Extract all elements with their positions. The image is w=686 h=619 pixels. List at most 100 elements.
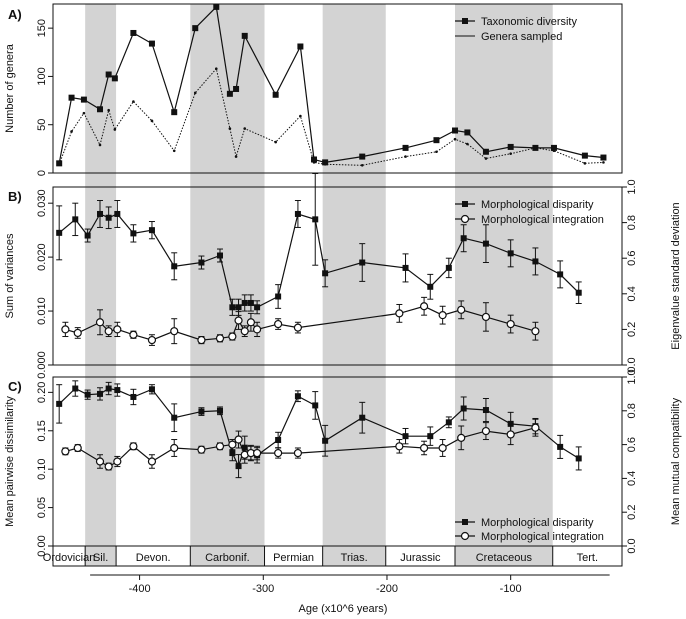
data-point xyxy=(252,325,262,334)
data-point xyxy=(170,327,179,336)
data-point xyxy=(575,455,582,462)
data-point xyxy=(72,216,79,223)
data-point xyxy=(95,318,105,327)
data-point xyxy=(460,235,467,242)
data-point xyxy=(297,43,304,50)
data-point xyxy=(130,29,137,36)
y-tick-label: 0.020 xyxy=(36,243,48,271)
data-point xyxy=(457,433,466,442)
data-point xyxy=(130,393,137,400)
legend-marker-square xyxy=(462,201,468,207)
series-line-2 xyxy=(58,67,604,166)
shaded-period xyxy=(322,4,386,566)
data-point xyxy=(192,25,199,32)
data-point xyxy=(552,149,556,153)
data-point xyxy=(213,3,220,10)
data-point xyxy=(247,299,254,306)
legend-label: Morphological integration xyxy=(481,214,604,226)
data-point xyxy=(234,435,243,444)
legend-marker-square xyxy=(462,18,468,24)
data-point xyxy=(323,163,327,166)
data-point xyxy=(243,127,247,130)
data-point xyxy=(482,240,489,247)
legend: Taxonomic diversity Genera sampled xyxy=(455,16,577,43)
y-tick-label: 0.20 xyxy=(36,382,48,403)
data-point xyxy=(402,433,409,440)
legend-marker-square xyxy=(462,519,468,525)
period-label: Devon. xyxy=(136,552,171,564)
data-point xyxy=(129,442,138,451)
data-point xyxy=(170,443,179,453)
period-label: Permian xyxy=(273,552,314,564)
legend: Morphological disparity Morphological in… xyxy=(455,517,604,543)
data-point xyxy=(274,448,283,458)
data-point xyxy=(198,259,205,266)
data-point xyxy=(481,312,491,322)
x-tick-label: -400 xyxy=(129,583,151,595)
data-point xyxy=(395,309,404,318)
y-tick-label: 0.10 xyxy=(36,458,48,479)
data-point xyxy=(113,457,122,466)
data-point xyxy=(104,462,113,471)
data-point xyxy=(557,271,564,278)
y-tick-label-right: 0.4 xyxy=(626,286,638,301)
data-point xyxy=(600,154,607,161)
data-point xyxy=(229,304,236,311)
data-point xyxy=(359,259,366,266)
data-point xyxy=(395,442,404,451)
data-point xyxy=(531,423,540,432)
data-point xyxy=(419,443,429,453)
data-point xyxy=(216,252,223,259)
x-axis-label: Age (x10^6 years) xyxy=(299,603,388,615)
data-point xyxy=(130,230,137,237)
data-point xyxy=(557,443,564,450)
data-point xyxy=(234,316,243,325)
data-point xyxy=(198,408,205,415)
period-label: Jurassic xyxy=(400,552,441,564)
data-point xyxy=(80,96,87,103)
data-point xyxy=(433,137,440,144)
legend-marker-circle xyxy=(460,214,470,224)
legend-label: Morphological disparity xyxy=(481,517,594,529)
data-point xyxy=(56,400,63,407)
data-point xyxy=(228,127,232,130)
data-point xyxy=(234,155,238,158)
period-label: Tert. xyxy=(577,552,598,564)
data-point xyxy=(506,430,515,439)
data-point xyxy=(73,328,82,338)
data-point xyxy=(241,32,248,39)
data-point xyxy=(322,437,329,444)
data-point xyxy=(216,407,223,414)
data-point xyxy=(427,283,434,290)
period-bar-frame xyxy=(52,545,623,567)
data-point xyxy=(602,161,605,164)
panel-c: C) 0.00 0.05 0.10 0.15 0.20 0.0 0.2 0.4 0.6 0.8 1… xyxy=(4,369,682,556)
data-point xyxy=(310,156,317,163)
x-tick-label: -300 xyxy=(252,583,274,595)
data-point xyxy=(97,106,104,113)
legend-marker-circle xyxy=(460,531,470,541)
data-point xyxy=(148,227,155,234)
y-tick-label: 0.00 xyxy=(36,535,48,556)
data-point xyxy=(322,270,329,277)
data-point xyxy=(322,159,329,166)
legend-label: Genera sampled xyxy=(481,31,562,43)
data-point xyxy=(438,311,447,320)
y-axis-label: Sum of variances xyxy=(4,233,16,318)
y-tick-label-right: 1.0 xyxy=(626,369,638,384)
data-point xyxy=(359,153,366,160)
data-point xyxy=(104,327,113,336)
y-tick-label-right: 1.0 xyxy=(626,179,638,194)
period-label: Trias. xyxy=(341,552,368,564)
data-point xyxy=(235,304,242,311)
legend: Morphological disparity Morphological in… xyxy=(455,199,604,226)
data-point xyxy=(132,100,135,103)
y-tick-label-right: 0.2 xyxy=(626,322,638,337)
data-point xyxy=(229,450,236,457)
data-point xyxy=(228,332,237,341)
x-tick-label: -100 xyxy=(500,583,522,595)
data-point xyxy=(299,114,302,118)
y-tick-label: 0.010 xyxy=(36,297,48,325)
data-point xyxy=(402,144,409,151)
y-axis-label: Mean pairwise dissimilarity xyxy=(4,396,16,527)
